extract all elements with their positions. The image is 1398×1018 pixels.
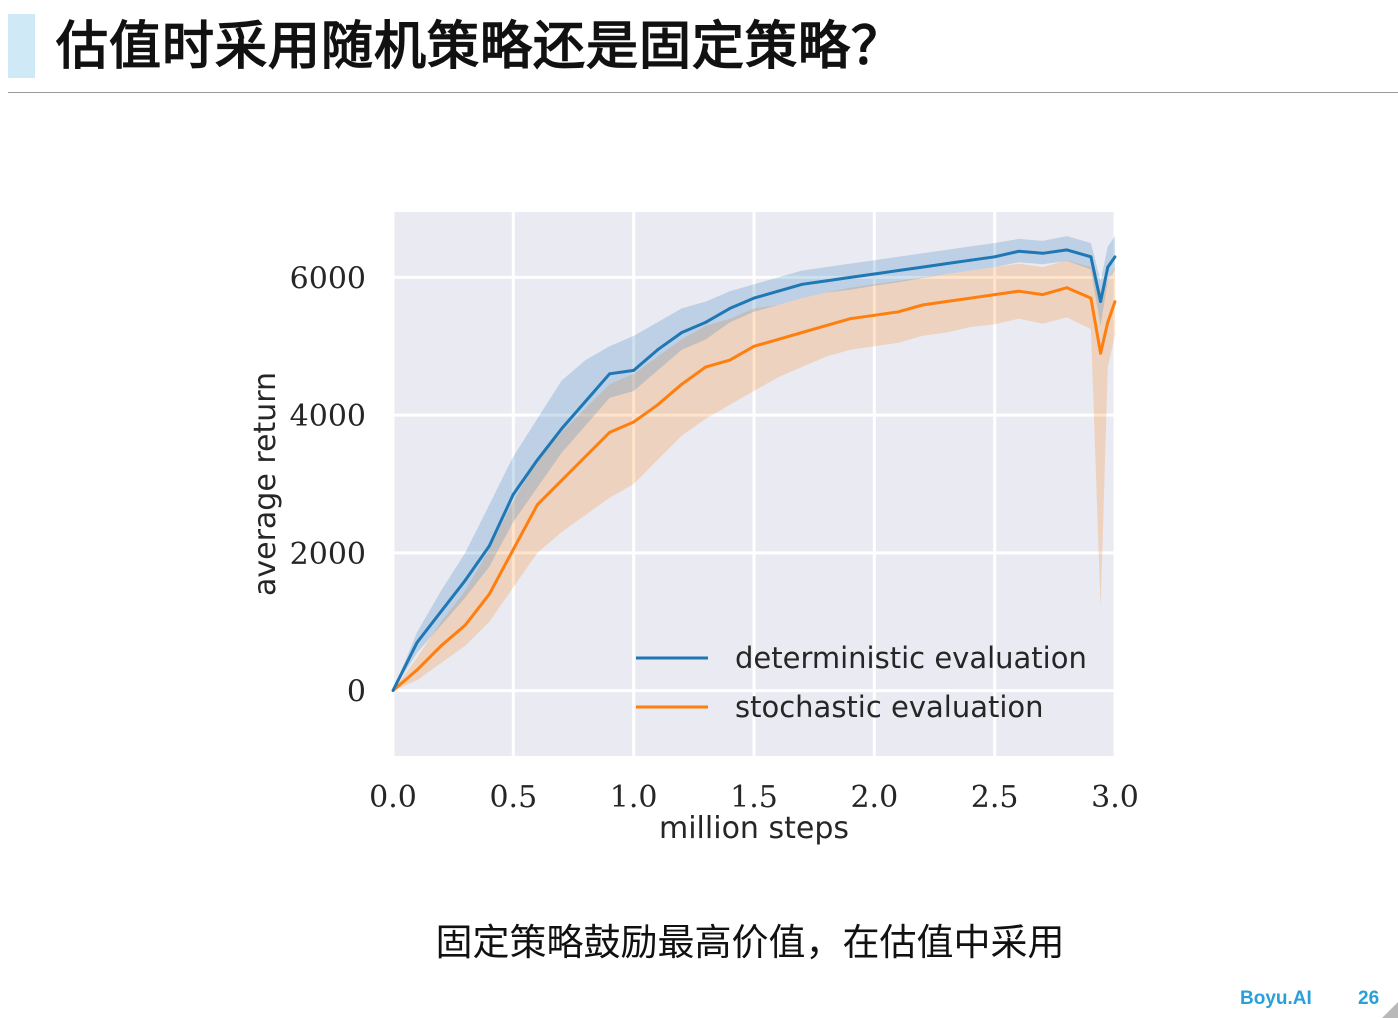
point-deterministic bbox=[632, 369, 636, 372]
point-deterministic bbox=[945, 262, 948, 265]
x-tick-labels: 0.0 0.5 1.0 1.5 2.0 2.5 3.0 bbox=[369, 780, 1139, 815]
point-stochastic bbox=[584, 455, 587, 458]
page-corner-icon bbox=[1382, 1002, 1398, 1018]
point-deterministic bbox=[1065, 248, 1069, 252]
y-axis-label: average return bbox=[248, 372, 283, 596]
point-stochastic bbox=[511, 548, 515, 551]
x-gridlines bbox=[391, 212, 1117, 756]
x-tick-label: 2.0 bbox=[850, 780, 898, 815]
point-deterministic bbox=[656, 348, 660, 352]
point-deterministic bbox=[463, 579, 467, 582]
page-number: 26 bbox=[1358, 988, 1380, 1009]
point-stochastic bbox=[945, 300, 948, 303]
point-stochastic bbox=[1041, 293, 1045, 296]
point-deterministic bbox=[560, 427, 563, 431]
y-tick-label: 2000 bbox=[290, 537, 366, 572]
point-deterministic bbox=[1113, 255, 1117, 259]
point-deterministic bbox=[921, 265, 924, 269]
point-stochastic bbox=[1099, 351, 1102, 355]
x-tick-label: 0.5 bbox=[489, 780, 537, 815]
point-stochastic bbox=[1106, 320, 1110, 324]
y-tick-label: 6000 bbox=[290, 261, 366, 296]
point-deterministic bbox=[704, 320, 708, 324]
point-stochastic bbox=[1113, 300, 1117, 303]
y-tick-label: 4000 bbox=[290, 399, 366, 434]
point-deterministic bbox=[993, 255, 997, 259]
x-tick-label: 0.0 bbox=[369, 780, 417, 815]
point-deterministic bbox=[969, 258, 972, 262]
point-deterministic bbox=[1017, 249, 1021, 253]
y-tick-labels: 0 2000 4000 6000 bbox=[290, 261, 366, 709]
point-deterministic bbox=[800, 282, 804, 286]
series-lines bbox=[391, 248, 1117, 692]
legend-label-deterministic: deterministic evaluation bbox=[735, 641, 1087, 675]
x-tick-label: 2.5 bbox=[971, 780, 1019, 815]
point-deterministic bbox=[608, 372, 611, 376]
point-stochastic bbox=[704, 365, 708, 369]
point-stochastic bbox=[776, 338, 780, 341]
point-deterministic bbox=[848, 276, 852, 279]
point-deterministic bbox=[584, 400, 587, 403]
point-deterministic bbox=[824, 279, 828, 283]
y-tick-label: 0 bbox=[347, 675, 366, 710]
point-deterministic bbox=[752, 296, 756, 300]
point-deterministic bbox=[391, 689, 395, 692]
legend-label-stochastic: stochastic evaluation bbox=[735, 690, 1044, 724]
point-stochastic bbox=[921, 303, 924, 307]
slide-title: 估值时采用随机策略还是固定策略？ bbox=[56, 17, 905, 77]
y-gridlines bbox=[393, 275, 1115, 693]
title-divider bbox=[8, 92, 1398, 93]
x-tick-label: 1.0 bbox=[610, 780, 658, 815]
point-stochastic bbox=[415, 668, 419, 672]
point-stochastic bbox=[632, 420, 636, 424]
x-axis-label: million steps bbox=[659, 811, 849, 846]
point-stochastic bbox=[439, 644, 443, 648]
point-stochastic bbox=[656, 403, 660, 407]
point-stochastic bbox=[969, 296, 972, 300]
point-stochastic bbox=[824, 324, 828, 327]
point-stochastic bbox=[800, 331, 804, 334]
point-deterministic bbox=[1099, 300, 1102, 303]
point-deterministic bbox=[511, 492, 515, 496]
point-deterministic bbox=[1089, 255, 1093, 259]
point-stochastic bbox=[463, 623, 467, 627]
point-stochastic bbox=[728, 358, 732, 362]
band-deterministic bbox=[393, 236, 1115, 691]
x-tick-label: 1.5 bbox=[730, 780, 778, 815]
x-tick-label: 3.0 bbox=[1091, 780, 1139, 815]
point-deterministic bbox=[439, 610, 443, 613]
point-deterministic bbox=[415, 641, 419, 644]
point-stochastic bbox=[848, 317, 852, 321]
point-stochastic bbox=[487, 592, 491, 596]
point-deterministic bbox=[1041, 251, 1045, 255]
point-stochastic bbox=[608, 431, 611, 434]
point-stochastic bbox=[1065, 286, 1069, 290]
point-deterministic bbox=[487, 544, 491, 548]
point-stochastic bbox=[1017, 289, 1021, 293]
point-stochastic bbox=[872, 313, 876, 317]
chart-legend: deterministic evaluation stochastic eval… bbox=[636, 641, 1087, 724]
point-stochastic bbox=[560, 479, 563, 482]
point-deterministic bbox=[536, 458, 539, 462]
point-stochastic bbox=[1089, 296, 1093, 300]
point-deterministic bbox=[1106, 265, 1110, 269]
point-deterministic bbox=[680, 331, 684, 334]
point-stochastic bbox=[993, 293, 997, 296]
point-stochastic bbox=[752, 344, 756, 348]
slide-caption: 固定策略鼓励最高价值，在估值中采用 bbox=[435, 921, 1065, 964]
point-deterministic bbox=[897, 269, 900, 272]
point-stochastic bbox=[680, 382, 684, 386]
point-stochastic bbox=[536, 503, 539, 507]
point-deterministic bbox=[728, 307, 732, 310]
point-stochastic bbox=[897, 310, 900, 314]
point-deterministic bbox=[872, 272, 876, 276]
point-deterministic bbox=[776, 289, 780, 293]
brand-logo-text: Boyu.AI bbox=[1240, 988, 1312, 1009]
title-accent-bar bbox=[8, 14, 35, 78]
